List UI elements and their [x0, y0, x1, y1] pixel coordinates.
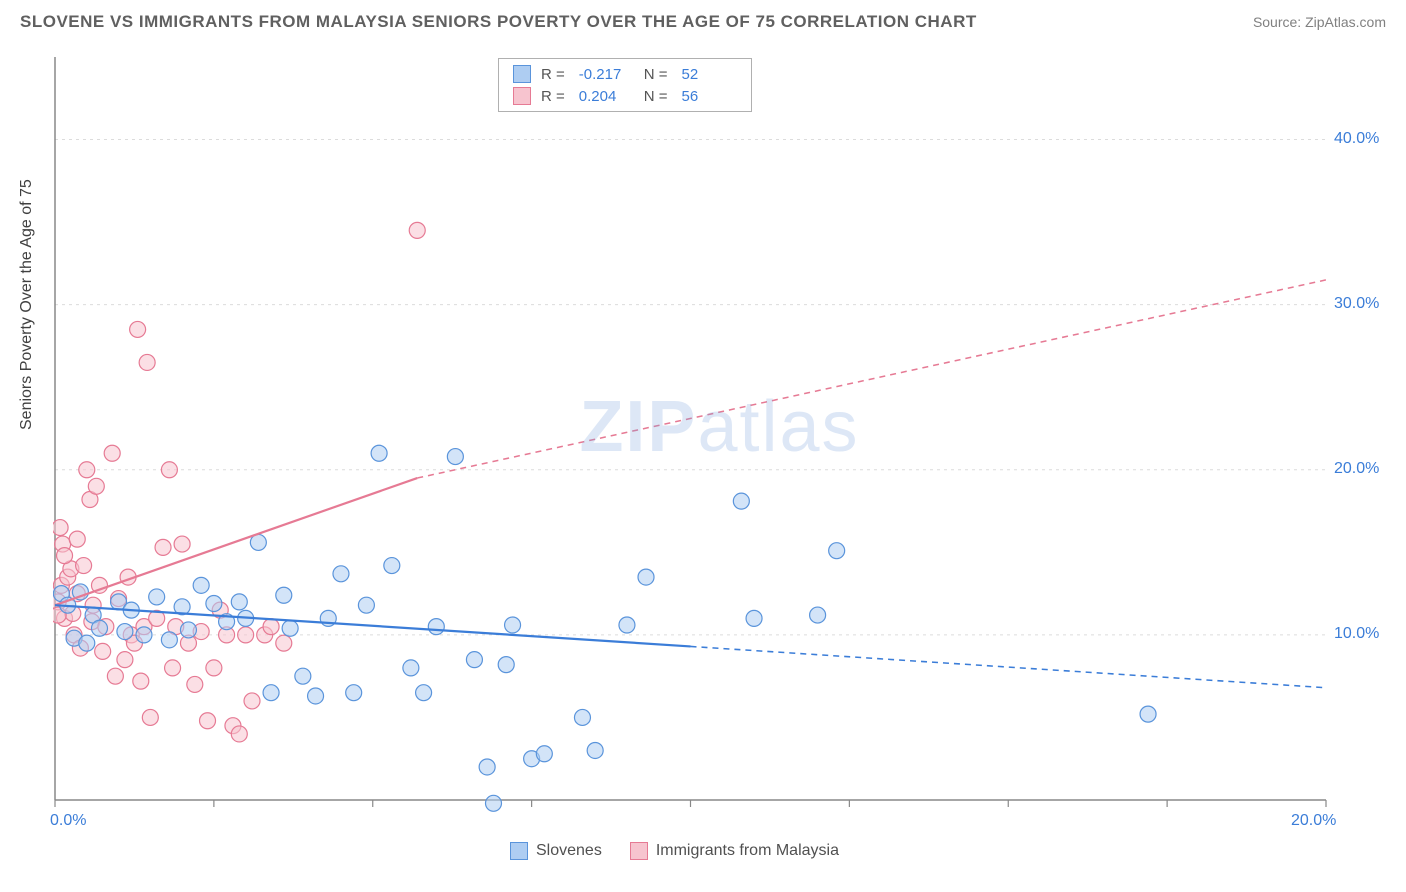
axis-tick-label: 20.0% — [1334, 460, 1379, 478]
correlation-legend: R = -0.217 N = 52 R = 0.204 N = 56 — [498, 58, 752, 112]
chart-source: Source: ZipAtlas.com — [1253, 14, 1386, 30]
correlation-row-1: R = -0.217 N = 52 — [499, 63, 751, 85]
axis-tick-label: 0.0% — [50, 812, 86, 830]
series-label: Slovenes — [536, 842, 602, 860]
legend-swatch-slovenes — [513, 65, 531, 83]
legend-swatch-malaysia — [630, 842, 648, 860]
y-axis-title: Seniors Poverty Over the Age of 75 — [18, 179, 36, 430]
axis-tick-label: 10.0% — [1334, 625, 1379, 643]
series-legend-item-malaysia: Immigrants from Malaysia — [630, 842, 839, 860]
series-label: Immigrants from Malaysia — [656, 842, 839, 860]
n-label: N = — [644, 88, 668, 105]
legend-swatch-malaysia — [513, 87, 531, 105]
r-label: R = — [541, 88, 565, 105]
r-value: 0.204 — [579, 88, 634, 105]
r-label: R = — [541, 66, 565, 83]
series-legend-item-slovenes: Slovenes — [510, 842, 602, 860]
scatter-plot-svg — [53, 55, 1386, 830]
axis-tick-label: 30.0% — [1334, 295, 1379, 313]
axis-tick-label: 20.0% — [1291, 812, 1336, 830]
correlation-row-2: R = 0.204 N = 56 — [499, 85, 751, 107]
chart-title: SLOVENE VS IMMIGRANTS FROM MALAYSIA SENI… — [20, 12, 977, 32]
chart-header: SLOVENE VS IMMIGRANTS FROM MALAYSIA SENI… — [0, 0, 1406, 40]
n-value: 52 — [682, 66, 737, 83]
legend-swatch-slovenes — [510, 842, 528, 860]
r-value: -0.217 — [579, 66, 634, 83]
n-value: 56 — [682, 88, 737, 105]
n-label: N = — [644, 66, 668, 83]
axis-tick-label: 40.0% — [1334, 130, 1379, 148]
series-legend: Slovenes Immigrants from Malaysia — [510, 842, 839, 860]
chart-plot-area: ZIPatlas — [53, 55, 1386, 830]
